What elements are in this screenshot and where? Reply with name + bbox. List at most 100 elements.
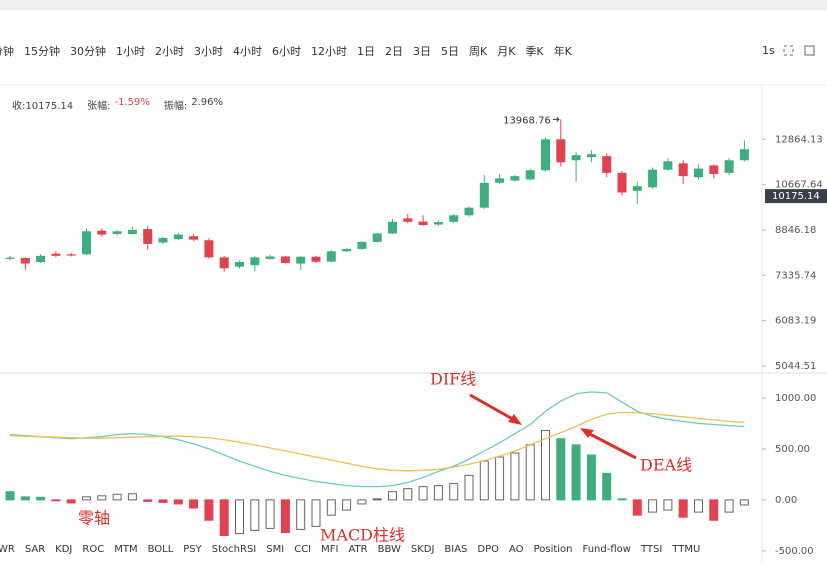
y-tick-label: 12864.13 xyxy=(775,134,823,145)
refresh[interactable]: 1s xyxy=(762,44,775,57)
candle-body xyxy=(694,168,703,178)
interval-tab[interactable]: 3小时 xyxy=(194,45,223,58)
candle-body xyxy=(648,169,658,188)
macd-bar xyxy=(586,454,596,501)
macd-bar xyxy=(388,491,397,501)
interval-tab[interactable]: 分钟 xyxy=(0,45,14,58)
candle-body xyxy=(464,207,474,216)
macd-bar xyxy=(112,493,122,501)
macd-bar xyxy=(678,499,688,518)
indicator-tab[interactable]: PSY xyxy=(183,544,202,555)
macd-bar xyxy=(265,499,275,529)
indicator-tab[interactable]: SMI xyxy=(266,544,285,555)
macd-bar xyxy=(280,499,290,533)
interval-tab[interactable]: 15分钟 xyxy=(24,45,60,58)
macd-bar xyxy=(127,493,137,501)
indicator-tab[interactable]: SAR xyxy=(24,544,46,555)
interval-tab[interactable]: 30分钟 xyxy=(70,45,106,58)
macd-bar xyxy=(372,498,382,501)
macd-bar xyxy=(311,499,321,527)
interval-tab[interactable]: 6小时 xyxy=(272,45,301,58)
interval-tab[interactable]: 年K xyxy=(553,45,572,58)
interval-tab[interactable]: 4小时 xyxy=(233,45,262,58)
y-tick-label: 1000.00 xyxy=(775,393,816,404)
indicator-tab[interactable]: TTMU xyxy=(672,544,701,555)
interval-tab[interactable]: 2日 xyxy=(385,45,403,58)
candle-body xyxy=(51,253,61,256)
macd-bar xyxy=(158,499,168,503)
candle-body xyxy=(20,257,30,264)
indicator-tab[interactable]: Fund-flow xyxy=(582,544,631,555)
macd-bar xyxy=(648,499,658,513)
indicator-tab[interactable]: SKDJ xyxy=(410,544,435,555)
info-line: 收:10175.14 张幅: -1.59% 振幅: 2.96% xyxy=(12,97,223,112)
indicator-tab[interactable]: MFI xyxy=(321,544,339,555)
macd-bar xyxy=(541,430,550,501)
y-tick-label: 7335.74 xyxy=(775,270,816,281)
interval-tab[interactable]: 周K xyxy=(469,45,488,58)
macd-bar xyxy=(219,499,229,537)
candle-body xyxy=(5,257,15,259)
candle-body xyxy=(235,262,244,267)
indicator-tab[interactable]: Position xyxy=(533,544,573,555)
candle-body xyxy=(678,163,688,177)
y-tick-label: 5044.51 xyxy=(775,361,816,372)
macd-bar xyxy=(724,499,734,513)
indicator-tab[interactable]: TTSI xyxy=(640,544,663,555)
indicator-tab[interactable]: WR xyxy=(0,544,15,555)
settings-icon[interactable] xyxy=(804,45,815,56)
indicator-tab[interactable]: StochRSI xyxy=(211,544,257,555)
candle-body xyxy=(663,161,673,170)
y-tick-label: 8846.18 xyxy=(775,225,816,236)
interval-tab[interactable]: 季K xyxy=(525,45,544,58)
interval-tab[interactable]: 12小时 xyxy=(311,45,347,58)
max-label: 13968.76 xyxy=(503,115,551,126)
indicator-tab[interactable]: BBW xyxy=(377,544,401,555)
candle-body xyxy=(66,254,76,256)
macd-line xyxy=(9,411,745,472)
macd-bar xyxy=(20,496,30,501)
candle-body xyxy=(219,257,229,269)
fullscreen-icon[interactable] xyxy=(783,45,794,56)
indicator-bar: WR SAR KDJ ROC MTM BOLL PSY StochRSI SMI CCI MFI AT… xyxy=(0,544,700,555)
indicator-tab[interactable]: BOLL xyxy=(147,544,174,555)
indicator-tab[interactable]: CCI xyxy=(294,544,312,555)
indicator-tab[interactable]: DPO xyxy=(477,544,500,555)
macd-bar xyxy=(663,499,673,511)
macd-bar xyxy=(479,460,489,501)
macd-bar xyxy=(143,499,153,502)
macd-bar xyxy=(357,499,367,505)
arrow-head xyxy=(580,428,594,438)
macd-bar xyxy=(36,496,46,501)
macd-bar xyxy=(632,499,642,516)
annotation: 零轴 xyxy=(78,509,110,528)
last-price: 10175.14 xyxy=(772,191,820,202)
candle-body xyxy=(143,229,153,244)
indicator-tab[interactable]: ROC xyxy=(82,544,105,555)
interval-tab[interactable]: 3日 xyxy=(413,45,431,58)
candle-body xyxy=(510,176,520,181)
interval-tab[interactable]: 1小时 xyxy=(116,45,145,58)
indicator-tab[interactable]: ATR xyxy=(348,544,368,555)
interval-tab[interactable]: 月K xyxy=(497,45,516,58)
candle-body xyxy=(739,149,749,161)
macd-bar xyxy=(189,499,199,509)
y-tick-label: 6083.19 xyxy=(775,316,816,327)
y-tick-label: 10667.64 xyxy=(775,180,823,191)
candle-body xyxy=(127,229,137,235)
label: 收: xyxy=(12,101,26,112)
candle-body xyxy=(326,251,336,262)
macd-bar xyxy=(403,488,413,501)
indicator-tab[interactable]: MTM xyxy=(114,544,138,555)
y-tick-label: -500.00 xyxy=(775,546,814,557)
annotation: MACD柱线 xyxy=(320,526,405,545)
indicator-tab[interactable]: BIAS xyxy=(444,544,468,555)
indicator-tab[interactable]: KDJ xyxy=(55,544,73,555)
interval-tab[interactable]: 1日 xyxy=(357,45,375,58)
indicator-tab[interactable]: AO xyxy=(509,544,524,555)
candle-body xyxy=(586,154,596,158)
interval-tab[interactable]: 5日 xyxy=(441,45,459,58)
macd-bar xyxy=(495,456,505,501)
interval-tab[interactable]: 2小时 xyxy=(155,45,184,58)
